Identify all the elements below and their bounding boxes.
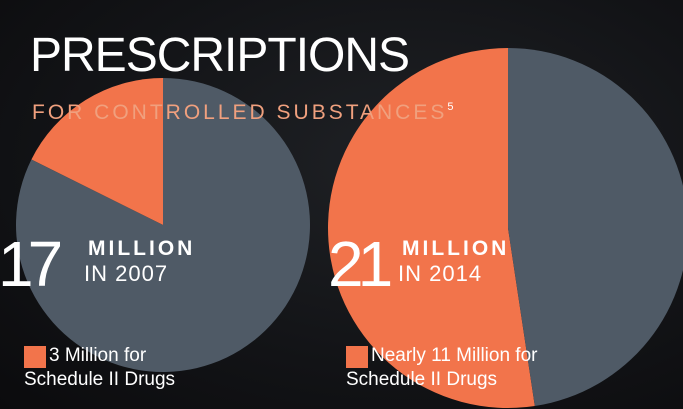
legend-swatch-2014 xyxy=(346,346,368,368)
total-2014: 21 xyxy=(328,228,393,300)
legend-line1-2014: Nearly 11 Million for xyxy=(371,345,538,366)
page-subtitle: FOR CONTROLLED SUBSTANCES5 xyxy=(32,101,454,124)
page-title: PRESCRIPTIONS xyxy=(30,29,410,82)
legend-line1-2007: 3 Million for xyxy=(49,345,147,366)
pie-slice-2007-other xyxy=(15,78,311,372)
legend-line2-2014: Schedule II Drugs xyxy=(346,368,498,390)
legend-text-2007: 3 Million for Schedule II Drugs xyxy=(24,344,175,392)
year-label-2007: IN 2007 xyxy=(84,261,169,286)
total-2007: 17 xyxy=(0,228,63,300)
footnote-marker: 5 xyxy=(447,101,454,113)
legend-line2-2007: Schedule II Drugs xyxy=(24,368,176,390)
legend-2014: Nearly 11 Million for Schedule II Drugs xyxy=(346,344,537,392)
unit-2014: MILLION xyxy=(402,237,510,260)
legend-swatch-2007 xyxy=(24,346,46,368)
subtitle-text: FOR CONTROLLED SUBSTANCES xyxy=(32,101,448,124)
pie-slice-2014-schedule-ii xyxy=(328,48,535,408)
legend-2007: 3 Million for Schedule II Drugs xyxy=(24,344,175,392)
legend-text-2014: Nearly 11 Million for Schedule II Drugs xyxy=(346,344,538,392)
year-label-2014: IN 2014 xyxy=(398,261,483,286)
pie-slice-2014-other xyxy=(508,48,683,406)
unit-2007: MILLION xyxy=(88,237,196,260)
pie-slice-2007-schedule-ii xyxy=(31,78,163,225)
